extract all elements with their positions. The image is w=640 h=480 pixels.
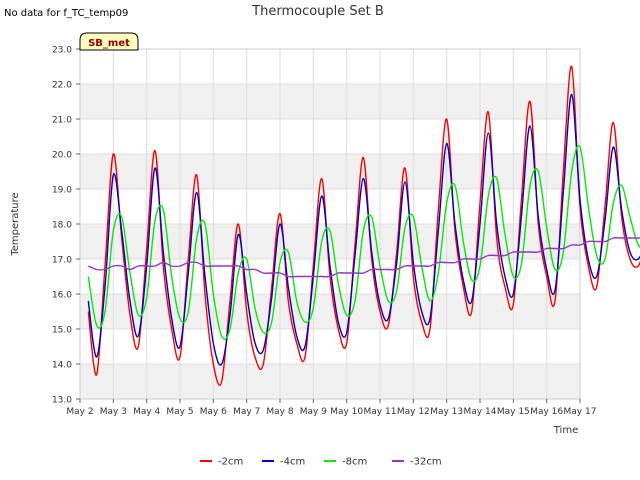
y-axis: 13.0 14.0 15.0 16.0 17.0 18.0 19.0 20.0 21.0 22.0… [52,46,80,406]
x-tick-label: May 15 [497,407,530,417]
series-line-32cm [88,237,640,278]
x-tick-label: May 16 [530,407,563,417]
plot-band [80,294,580,329]
badge-shape [79,32,139,51]
y-tick-label: 15.0 [52,326,72,336]
x-axis: May 2 May 3 May 4 May 5 May 6 May 7 May 8 May 9… [66,399,596,417]
y-tick-label: 13.0 [52,396,72,406]
legend: -2cm -4cm -8cm -32cm [200,457,442,468]
x-tick-label: May 8 [266,407,293,417]
plot-band [80,84,580,119]
y-tick-label: 23.0 [52,46,72,56]
chart-title: Thermocouple Set B [251,4,384,19]
no-data-notice: No data for f_TC_temp09 [4,8,129,19]
y-tick-label: 21.0 [52,116,72,126]
legend-label: -32cm [410,457,442,468]
plot-band [80,364,580,399]
x-tick-label: May 5 [166,407,193,417]
y-axis-label: Temperature [10,192,21,256]
y-tick-label: 17.0 [52,256,72,266]
y-tick-label: 20.0 [52,151,72,161]
y-tick-label: 16.0 [52,291,72,301]
y-tick-label: 18.0 [52,221,72,231]
x-tick-label: May 11 [364,407,397,417]
y-tick-label: 22.0 [52,81,72,91]
x-axis-label: Time [553,425,578,436]
x-tick-label: May 12 [397,407,430,417]
x-tick-label: May 10 [330,407,363,417]
x-tick-label: May 4 [133,407,160,417]
station-badge: SB_met [79,32,139,51]
x-tick-label: May 7 [233,407,260,417]
x-tick-label: May 3 [100,407,127,417]
badge-label: SB_met [88,38,130,49]
x-tick-label: May 13 [430,407,463,417]
x-tick-label: May 14 [464,407,497,417]
series-lines [87,65,640,386]
x-tick-label: May 9 [300,407,327,417]
plot-band [80,224,580,259]
x-tick-label: May 6 [200,407,227,417]
legend-label: -4cm [280,457,305,468]
legend-label: -8cm [342,457,367,468]
plot-bands [79,48,581,400]
x-tick-label: May 2 [66,407,93,417]
y-tick-label: 19.0 [52,186,72,196]
legend-label: -2cm [218,457,243,468]
y-tick-label: 14.0 [52,361,72,371]
series-line-8cm [87,144,640,340]
plot-band [80,154,580,189]
x-tick-label: May 17 [564,407,597,417]
